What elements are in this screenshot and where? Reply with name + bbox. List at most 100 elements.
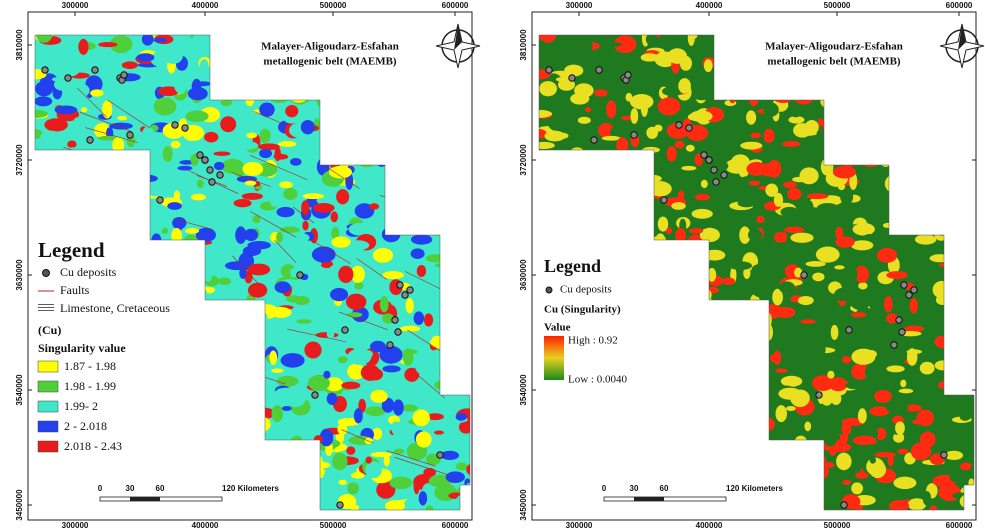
raster-cell — [701, 180, 708, 188]
raster-cell — [853, 223, 875, 236]
raster-cell — [836, 453, 852, 471]
legend-item: Faults — [60, 283, 90, 297]
raster-cell — [331, 211, 338, 222]
raster-cell — [34, 96, 52, 106]
raster-cell — [960, 462, 972, 470]
map-title: metallogenic belt (MAEMB) — [767, 56, 901, 68]
raster-cell — [44, 118, 68, 131]
cu-deposit — [202, 157, 208, 163]
cu-deposit — [596, 67, 602, 73]
raster-cell — [877, 248, 897, 263]
raster-cell — [907, 348, 918, 366]
scale-label: 120 Kilometers — [726, 484, 783, 493]
raster-cell — [234, 199, 252, 207]
raster-cell — [920, 431, 936, 447]
cu-deposit — [711, 167, 717, 173]
legend-ramp — [544, 336, 564, 380]
raster-cell — [831, 393, 842, 405]
cu-deposit — [891, 342, 897, 348]
raster-cell — [842, 356, 852, 363]
raster-cell — [762, 143, 784, 150]
legend-title: Legend — [544, 256, 601, 276]
map-figure: 3000003000004000004000005000005000006000… — [0, 0, 985, 532]
raster-cell — [869, 438, 877, 445]
raster-cell — [870, 456, 876, 463]
raster-cell — [851, 482, 863, 494]
raster-cell — [167, 202, 182, 210]
raster-cell — [740, 142, 762, 150]
raster-cell — [927, 468, 940, 477]
raster-cell — [341, 382, 360, 390]
raster-cell — [671, 202, 686, 210]
raster-cell — [406, 298, 414, 314]
raster-cell — [40, 131, 61, 142]
raster-cell — [704, 59, 713, 72]
raster-cell — [300, 421, 307, 431]
cu-deposit — [217, 172, 223, 178]
raster-cell — [35, 81, 53, 96]
map-title: metallogenic belt (MAEMB) — [263, 56, 397, 68]
raster-cell — [921, 265, 930, 277]
legend-class: 1.87 - 1.98 — [64, 359, 116, 373]
raster-cell — [626, 61, 642, 69]
scale-label: 30 — [126, 484, 135, 493]
cu-deposit — [407, 287, 413, 293]
raster-cell — [749, 181, 761, 186]
raster-cell — [301, 120, 315, 134]
raster-cell — [278, 141, 296, 147]
raster-cell — [346, 446, 355, 455]
raster-cell — [279, 181, 293, 188]
cu-deposit — [625, 72, 631, 78]
raster-cell — [218, 277, 231, 285]
left-tick-label: 3540000 — [15, 374, 24, 406]
raster-cell — [370, 341, 386, 352]
raster-cell — [667, 146, 677, 162]
raster-cell — [746, 162, 767, 176]
raster-cell — [258, 143, 280, 150]
legend-class: 2.018 - 2.43 — [64, 439, 122, 453]
cu-deposit — [591, 137, 597, 143]
raster-cell — [585, 107, 591, 112]
raster-cell — [277, 376, 298, 387]
raster-cell — [873, 203, 883, 209]
scale-bar — [604, 497, 726, 501]
raster-cell — [792, 177, 807, 182]
raster-cell — [245, 181, 257, 186]
raster-cell — [347, 312, 362, 317]
raster-cell — [794, 158, 806, 166]
bottom-tick-label: 600000 — [946, 521, 973, 530]
raster-cell — [690, 111, 713, 122]
raster-cell — [389, 477, 412, 490]
raster-cell — [833, 166, 856, 179]
raster-cell — [98, 42, 117, 47]
raster-cell — [582, 39, 592, 55]
cu-deposit — [92, 67, 98, 73]
legend-field: Value — [544, 322, 571, 334]
raster-cell — [851, 312, 866, 317]
raster-cell — [414, 311, 424, 325]
legend-item: Cu deposits — [60, 265, 117, 279]
raster-cell — [277, 207, 295, 217]
top-tick-label: 300000 — [566, 1, 593, 10]
raster-cell — [244, 229, 258, 241]
left-tick-label: 3540000 — [519, 374, 528, 406]
raster-cell — [327, 393, 338, 405]
cu-deposit — [896, 317, 902, 323]
raster-cell — [865, 364, 884, 380]
raster-cell — [154, 97, 177, 115]
raster-cell — [259, 129, 270, 143]
raster-cell — [424, 313, 433, 326]
cu-deposit — [209, 179, 215, 185]
raster-cell — [559, 106, 582, 115]
raster-cell — [915, 248, 929, 259]
raster-cell — [269, 351, 277, 365]
raster-cell — [360, 350, 373, 358]
top-tick-label: 500000 — [824, 1, 851, 10]
raster-cell — [347, 482, 359, 494]
raster-cell — [678, 78, 691, 94]
raster-cell — [242, 162, 263, 176]
legend-deposit — [43, 270, 50, 277]
raster-cell — [236, 142, 258, 150]
raster-cell — [164, 48, 183, 64]
legend-subtitle: (Cu) — [38, 323, 61, 337]
